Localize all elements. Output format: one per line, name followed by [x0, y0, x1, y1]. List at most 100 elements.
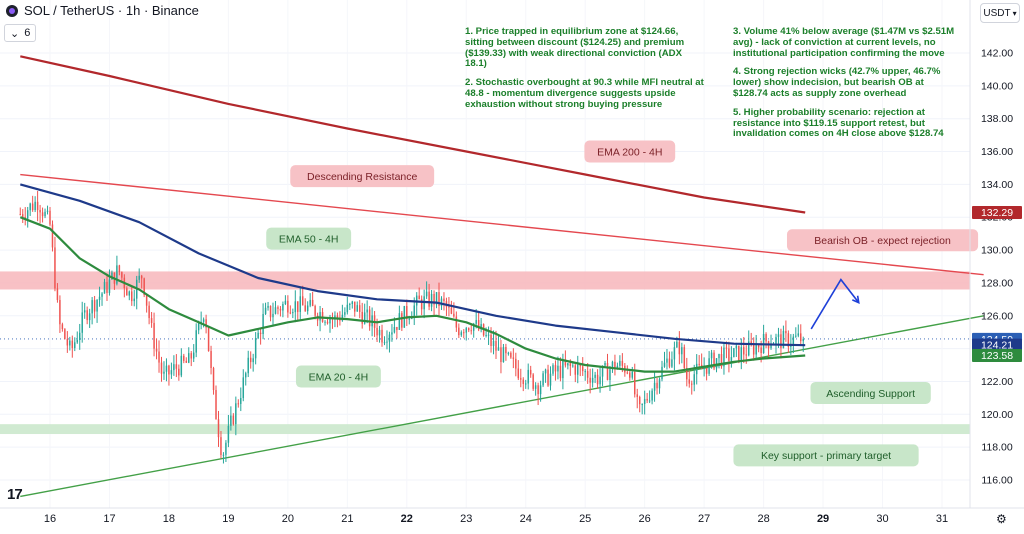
- candle-body: [676, 341, 678, 348]
- candle-body: [138, 275, 140, 280]
- candle-body: [396, 327, 398, 330]
- candle-body: [795, 335, 797, 337]
- candle-body: [740, 347, 743, 362]
- candle-body: [183, 355, 185, 361]
- candle-body: [619, 360, 621, 366]
- candle-body: [547, 369, 549, 386]
- indicator-count: 6: [24, 27, 31, 39]
- candle-body: [537, 385, 539, 395]
- candle-body: [725, 347, 728, 349]
- projection: [810, 278, 860, 330]
- candle-body: [497, 347, 500, 351]
- currency-selector[interactable]: USDT ▾: [980, 3, 1020, 23]
- candle-body: [259, 332, 262, 335]
- candle-body: [777, 334, 780, 337]
- candle-body: [294, 301, 297, 313]
- candle-body: [500, 347, 502, 363]
- candle-body: [180, 355, 183, 376]
- tradingview-logo[interactable]: 17: [7, 486, 23, 503]
- candle-body: [118, 265, 121, 273]
- candle-body: [557, 365, 559, 372]
- candle-body: [581, 366, 584, 372]
- candle-body: [378, 329, 381, 336]
- candle-body: [192, 352, 195, 359]
- y-tick-label: 126.00: [981, 310, 1013, 322]
- candle-body: [401, 313, 403, 328]
- indicators-toggle[interactable]: ⌄ 6: [4, 24, 37, 42]
- candle-body: [143, 278, 145, 295]
- candle-body: [658, 379, 661, 389]
- candle-body: [126, 288, 128, 296]
- candle-body: [368, 309, 371, 327]
- candle-body: [430, 293, 433, 307]
- candle-body: [752, 344, 755, 355]
- candle-body: [800, 333, 802, 342]
- candle-body: [195, 330, 197, 353]
- candles: [19, 191, 804, 464]
- candle-body: [311, 299, 314, 307]
- candle-body: [78, 332, 81, 341]
- candle-body: [440, 298, 443, 307]
- callout-box: [810, 381, 931, 404]
- candle-body: [448, 306, 450, 308]
- candle-body: [760, 347, 762, 354]
- candle-body: [435, 292, 438, 305]
- candle-body: [569, 363, 572, 366]
- zone-band: [0, 271, 970, 290]
- x-tick-label: 20: [282, 513, 294, 525]
- candle-body: [197, 322, 200, 331]
- candle-body: [363, 312, 366, 324]
- candle-body: [438, 292, 440, 307]
- candle-body: [267, 305, 269, 308]
- candle-body: [579, 364, 581, 367]
- candle-body: [524, 383, 527, 385]
- candle-body: [505, 347, 507, 354]
- candle-body: [549, 373, 552, 386]
- candle-body: [131, 291, 133, 302]
- candle-body: [425, 291, 428, 297]
- candle-body: [257, 332, 259, 339]
- candle-body: [693, 374, 695, 385]
- candle-body: [443, 298, 445, 302]
- candle-body: [542, 373, 544, 386]
- candle-body: [406, 306, 408, 319]
- candle-body: [292, 312, 294, 314]
- candle-body: [643, 398, 646, 404]
- candle-body: [681, 347, 683, 355]
- symbol-header[interactable]: SOL / TetherUS · 1h · Binance: [6, 3, 199, 18]
- candle-body: [306, 305, 309, 312]
- candle-body: [245, 373, 247, 378]
- candle-body: [792, 336, 795, 345]
- candle-body: [733, 348, 735, 358]
- candle-body: [750, 341, 752, 345]
- candle-body: [376, 327, 378, 336]
- candle-body: [230, 415, 232, 426]
- candle-body: [520, 378, 522, 380]
- candle-body: [745, 354, 747, 356]
- candle-body: [111, 272, 113, 280]
- gear-icon[interactable]: ⚙: [996, 512, 1007, 526]
- candle-body: [29, 203, 31, 211]
- candle-body: [44, 211, 46, 217]
- candle-body: [599, 376, 601, 385]
- analysis-notes-left: 1. Price trapped in equilibrium zone at …: [465, 26, 705, 119]
- candle-body: [391, 332, 393, 335]
- candle-body: [594, 374, 596, 378]
- candle-body: [173, 364, 175, 371]
- x-tick-label: 27: [698, 513, 710, 525]
- candle-body: [472, 323, 475, 331]
- candle-body: [140, 275, 143, 279]
- projection-path: [810, 278, 860, 330]
- callout-box: [733, 444, 919, 467]
- candle-body: [71, 340, 74, 349]
- candle-body: [210, 351, 212, 369]
- candle-body: [344, 312, 346, 315]
- candle-body: [648, 400, 651, 402]
- candle-body: [673, 347, 676, 360]
- candle-body: [747, 341, 750, 356]
- candle-body: [705, 368, 708, 374]
- candle-body: [507, 352, 510, 354]
- candle-body: [170, 370, 173, 375]
